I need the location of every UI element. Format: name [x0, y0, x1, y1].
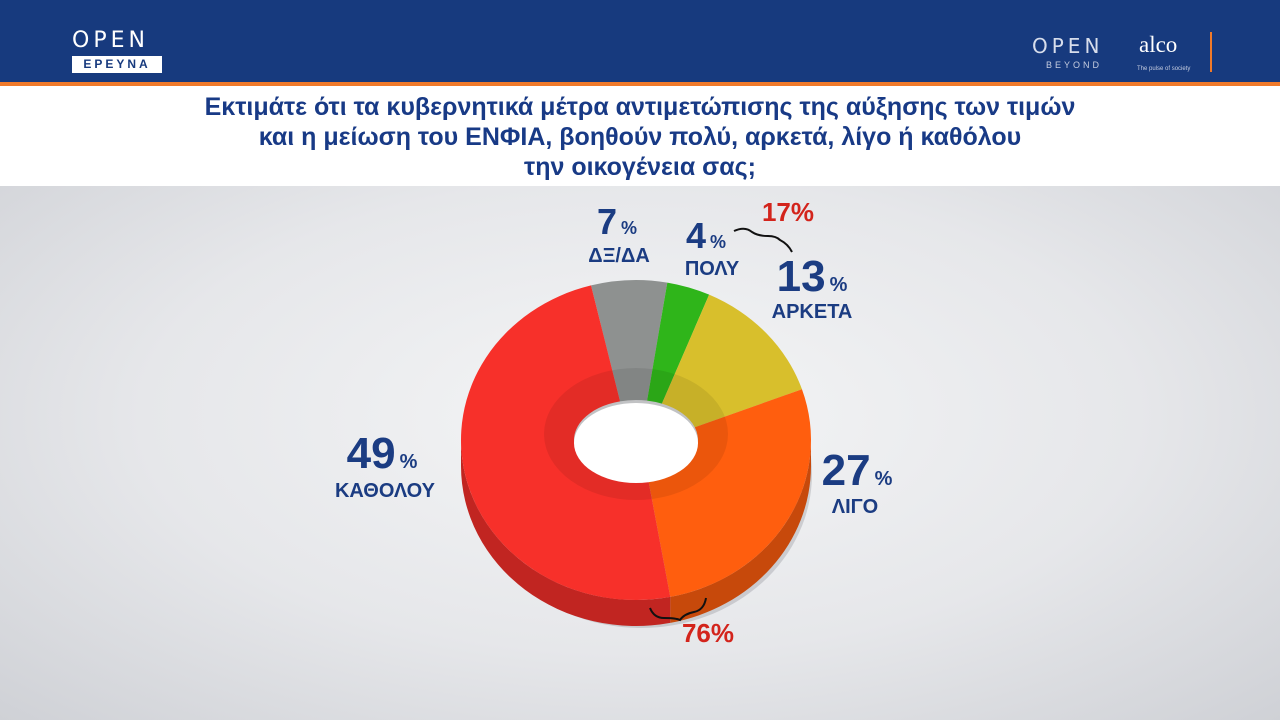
question-title-line-2: και η μείωση του ΕΝΦΙΑ, βοηθούν πολύ, αρ… — [258, 123, 1022, 151]
value-label-ΚΑΘΟΛΟΥ: 49% — [347, 429, 418, 478]
title-band — [0, 86, 1280, 186]
group-total-label-top: 17% — [762, 197, 814, 227]
header-accent-line — [0, 82, 1280, 86]
category-label-ΚΑΘΟΛΟΥ: ΚΑΘΟΛΟΥ — [335, 480, 436, 502]
group-brace-top — [733, 227, 793, 253]
value-label-ΛΙΓΟ: 27% — [822, 446, 893, 495]
header-bar: OPEN ΕΡΕΥΝΑ OPEN BEYOND alco The pulse o… — [0, 0, 1280, 82]
slice-side-3 — [670, 440, 811, 623]
logo-divider — [1210, 32, 1212, 72]
group-total-label-bottom: 76% — [682, 618, 734, 648]
open-beyond-alco-logo: OPEN BEYOND alco The pulse of society — [1032, 32, 1212, 72]
category-label-ΑΡΚΕΤΑ: ΑΡΚΕΤΑ — [772, 301, 853, 323]
logo-beyond-word: BEYOND — [1046, 60, 1103, 70]
value-label-ΔΞ/ΔΑ: 7% — [597, 201, 637, 242]
value-label-ΑΡΚΕΤΑ: 13% — [777, 252, 848, 301]
question-title: Εκτιμάτε ότι τα κυβερνητικά μέτρα αντιμε… — [0, 92, 1280, 182]
slice-ΑΡΚΕΤΑ — [661, 294, 802, 428]
slice-ΠΟΛΥ — [647, 282, 710, 404]
value-label-ΠΟΛΥ: 4% — [686, 215, 726, 256]
slice-side-4 — [461, 440, 671, 627]
logo-open-beyond-word: OPEN — [1032, 34, 1104, 58]
slice-ΛΙΓΟ — [648, 389, 811, 597]
category-label-ΔΞ/ΔΑ: ΔΞ/ΔΑ — [588, 245, 650, 267]
logo-open-word: OPEN — [72, 28, 149, 53]
logo-alco-word: alco — [1139, 32, 1178, 57]
question-title-line-3: την οικογένεια σας; — [524, 153, 756, 181]
category-label-ΠΟΛΥ: ΠΟΛΥ — [685, 258, 740, 280]
category-label-ΛΙΓΟ: ΛΙΓΟ — [832, 496, 878, 518]
slice-ΔΞ/ΔΑ — [591, 280, 668, 402]
question-title-line-1: Εκτιμάτε ότι τα κυβερνητικά μέτρα αντιμε… — [204, 93, 1076, 121]
logo-alco-tagline: The pulse of society — [1137, 66, 1191, 72]
open-erevna-logo: OPEN ΕΡΕΥΝΑ — [72, 30, 162, 73]
group-brace-bottom — [649, 597, 707, 622]
logo-erevna-word: ΕΡΕΥΝΑ — [72, 56, 162, 73]
donut-hole — [574, 403, 698, 483]
slice-ΚΑΘΟΛΟΥ — [461, 285, 671, 600]
